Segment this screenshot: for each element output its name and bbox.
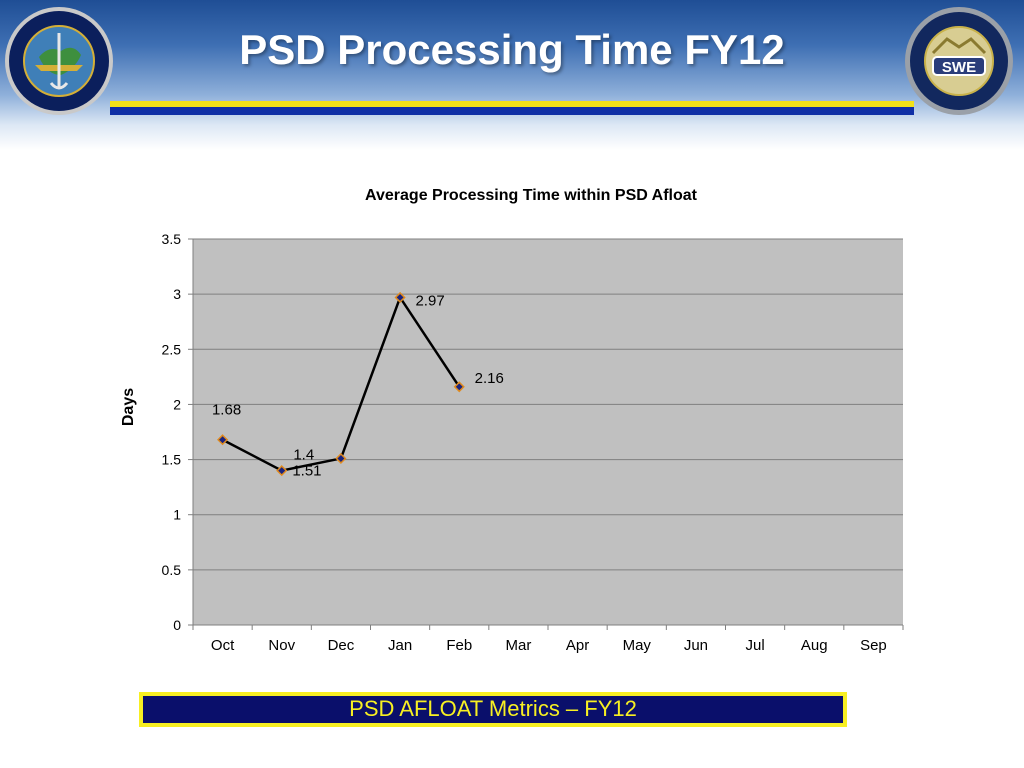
y-tick-label: 1 xyxy=(173,507,181,523)
y-axis-label: Days xyxy=(120,388,137,426)
x-tick-label: Nov xyxy=(268,637,295,654)
y-tick-label: 3 xyxy=(173,286,181,302)
x-tick-label: Jul xyxy=(745,637,764,654)
y-tick-label: 2 xyxy=(173,396,181,412)
data-point-marker xyxy=(276,465,288,477)
plot-area xyxy=(193,239,903,625)
x-tick-label: Feb xyxy=(446,637,472,654)
y-tick-label: 0.5 xyxy=(162,562,182,578)
y-tick-label: 2.5 xyxy=(162,341,182,357)
y-tick-label: 3.5 xyxy=(162,231,182,247)
x-tick-label: May xyxy=(623,637,652,654)
data-label: 1.51 xyxy=(292,462,321,479)
header-band xyxy=(0,0,1024,150)
x-tick-label: Mar xyxy=(505,637,531,654)
header-stripe-yellow xyxy=(110,101,914,107)
slide-title: PSD Processing Time FY12 xyxy=(239,26,785,73)
x-tick-label: Apr xyxy=(566,637,589,654)
data-label: 1.68 xyxy=(212,402,241,419)
swe-seal-logo: SWE xyxy=(903,5,1015,117)
y-tick-label: 0 xyxy=(173,617,181,633)
swe-seal-lettering: SWE xyxy=(942,59,976,76)
data-point-marker xyxy=(394,291,406,304)
x-tick-label: Jun xyxy=(684,637,708,654)
data-point-marker xyxy=(453,381,465,393)
data-label: 2.16 xyxy=(475,370,504,387)
x-tick-label: Sep xyxy=(860,637,887,654)
data-point-marker xyxy=(335,452,347,465)
x-tick-label: Jan xyxy=(388,637,412,654)
y-tick-label: 1.5 xyxy=(162,452,182,468)
x-tick-label: Dec xyxy=(328,637,355,654)
x-tick-label: Aug xyxy=(801,637,828,654)
data-label: 1.4 xyxy=(293,447,314,464)
header-stripe-blue xyxy=(110,107,914,115)
data-point-marker xyxy=(217,434,229,446)
x-tick-label: Oct xyxy=(211,637,235,654)
footer-banner: PSD AFLOAT Metrics – FY12 xyxy=(139,692,847,727)
chart-title: Average Processing Time within PSD Afloa… xyxy=(365,187,698,204)
cnsf-seal-logo xyxy=(3,5,115,117)
data-label: 2.97 xyxy=(415,292,444,309)
